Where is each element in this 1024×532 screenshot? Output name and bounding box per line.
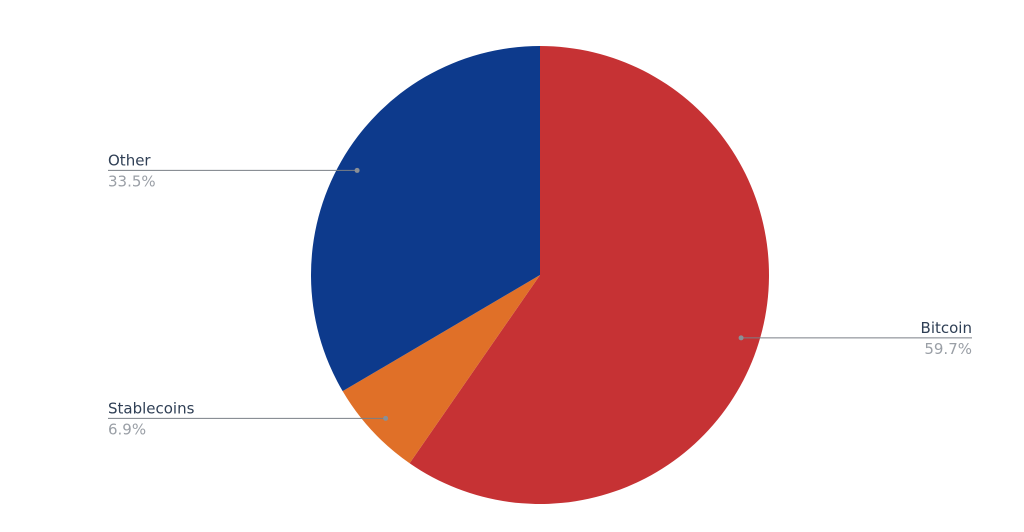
pie-slice-stablecoins[interactable] (342, 275, 540, 464)
slice-percent-other: 33.5% (108, 172, 156, 190)
slice-label-bitcoin: Bitcoin (921, 319, 972, 337)
leader-dot-stablecoins (383, 415, 389, 421)
slice-label-stablecoins: Stablecoins (108, 399, 195, 417)
slices-layer (310, 46, 769, 505)
slice-percent-bitcoin: 59.7% (924, 340, 972, 358)
slice-percent-stablecoins: 6.9% (108, 420, 146, 438)
pie-slice-bitcoin[interactable] (409, 46, 769, 505)
slice-label-other: Other (108, 151, 151, 169)
pie-slice-other[interactable] (310, 46, 540, 392)
leader-dot-other (354, 167, 360, 173)
leader-dot-bitcoin (738, 335, 744, 341)
labels-layer: Bitcoin 59.7% Stablecoins 6.9% Other 33.5% (108, 151, 972, 438)
